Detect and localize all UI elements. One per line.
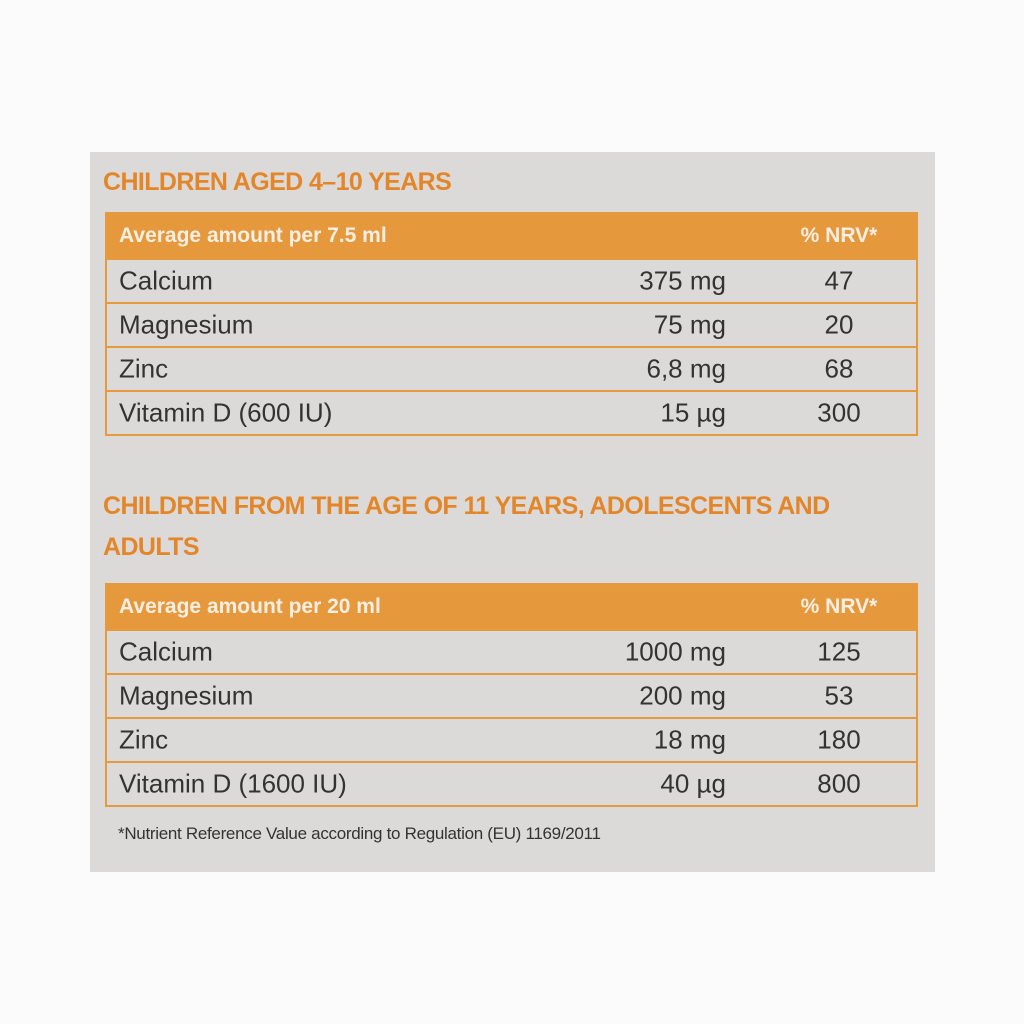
amount: 75 mg (653, 309, 726, 340)
nrv: 68 (824, 353, 854, 384)
label-card: *Nutrient Reference Value according to R… (90, 152, 935, 872)
nutrient: Vitamin D (600 IU) (119, 397, 333, 428)
table-row: Zinc 6,8 mg 68 (107, 346, 916, 390)
nutrition-table: Average amount per 7.5 ml % NRV* Calcium 37… (105, 212, 918, 436)
table-header: Average amount per 7.5 ml % NRV* (107, 214, 916, 258)
amount: 40 µg (660, 768, 726, 799)
nutrient: Zinc (119, 353, 169, 384)
table-row: Zinc 18 mg 180 (107, 717, 916, 761)
amount: 1000 mg (624, 636, 726, 667)
nutrient: Magnesium (119, 680, 254, 711)
nutrient: Zinc (119, 724, 169, 755)
nutrition-table: Average amount per 20 ml % NRV* Calcium 100… (105, 583, 918, 807)
nrv: 20 (824, 309, 854, 340)
nutrient: Calcium (119, 265, 213, 296)
nrv: 53 (824, 680, 854, 711)
footnote: *Nutrient Reference Value according to R… (118, 824, 601, 843)
amount: 18 mg (653, 724, 726, 755)
nutrient: Vitamin D (1600 IU) (119, 768, 347, 799)
header-amount: Average amount per 7.5 ml (119, 224, 387, 247)
table-row: Magnesium 200 mg 53 (107, 673, 916, 717)
amount: 6,8 mg (646, 353, 727, 384)
header-nrv: % NRV* (800, 595, 878, 618)
table-row: Calcium 375 mg 47 (107, 258, 916, 302)
nrv: 800 (817, 768, 861, 799)
amount: 15 µg (660, 397, 726, 428)
nutrient: Magnesium (119, 309, 254, 340)
nrv: 300 (817, 397, 861, 428)
header-nrv: % NRV* (800, 224, 878, 247)
nrv: 47 (824, 265, 854, 296)
nrv: 125 (817, 636, 861, 667)
table-row: Vitamin D (1600 IU) 40 µg 800 (107, 761, 916, 805)
table-row: Vitamin D (600 IU) 15 µg 300 (107, 390, 916, 434)
section-title: CHILDREN FROM THE AGE OF 11 YEARS, ADOLE… (103, 492, 830, 561)
amount: 200 mg (639, 680, 726, 711)
table-row: Magnesium 75 mg 20 (107, 302, 916, 346)
table-header: Average amount per 20 ml % NRV* (107, 585, 916, 629)
amount: 375 mg (639, 265, 726, 296)
nutrient: Calcium (119, 636, 213, 667)
header-amount: Average amount per 20 ml (119, 595, 381, 618)
nrv: 180 (817, 724, 861, 755)
table-row: Calcium 1000 mg 125 (107, 629, 916, 673)
section-title: CHILDREN AGED 4–10 YEARS (103, 168, 452, 196)
